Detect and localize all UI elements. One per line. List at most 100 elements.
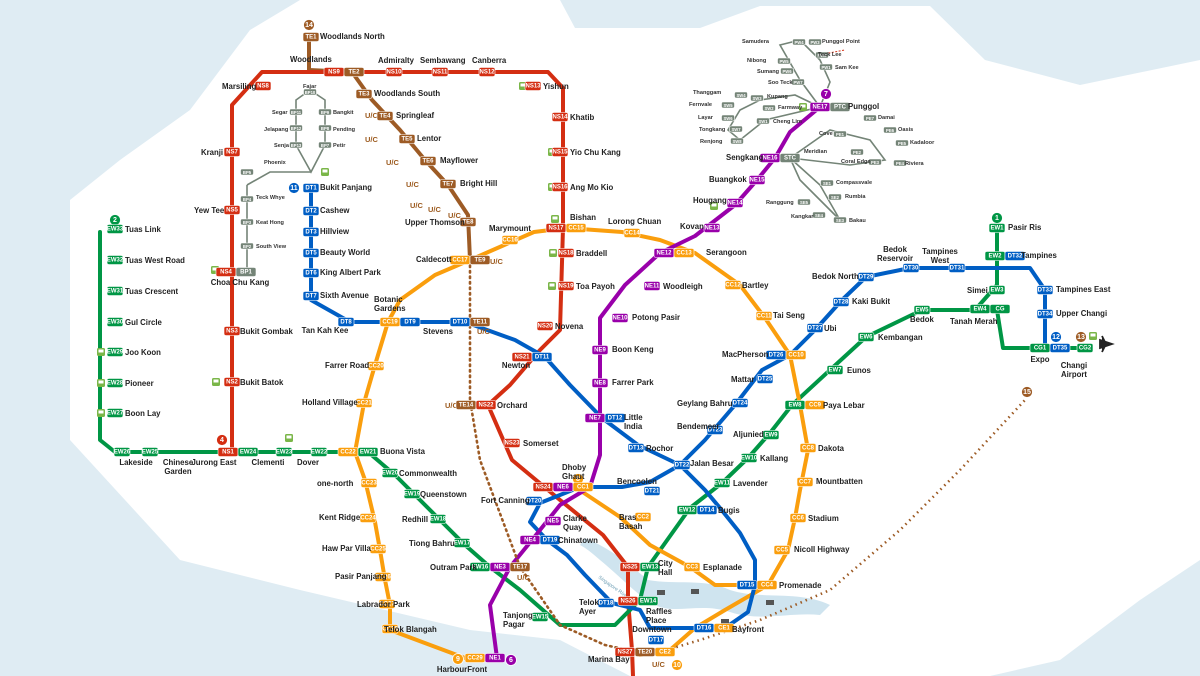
station-bakau[interactable]: SE3 Bakau bbox=[833, 216, 867, 224]
station-clementi[interactable]: EW23 Clementi bbox=[252, 447, 293, 468]
station-ranggung[interactable]: SE5 Ranggung bbox=[766, 198, 811, 206]
station-pending[interactable]: BP8 Pending bbox=[318, 124, 356, 133]
station-woodlands-north[interactable]: TE1 Woodlands North bbox=[302, 32, 385, 42]
station-layar[interactable]: SW6 Layar bbox=[698, 114, 735, 122]
station-orchard[interactable]: TE14 NS22 Orchard bbox=[455, 400, 528, 411]
station-kallang[interactable]: EW10 Kallang bbox=[740, 453, 789, 464]
station-toa-payoh[interactable]: NS19 Toa Payoh bbox=[557, 281, 615, 292]
station-nibong[interactable]: PW5 Nibong bbox=[747, 57, 791, 65]
station-braddell[interactable]: NS18 Braddell bbox=[557, 248, 607, 259]
station-pioneer[interactable]: EW28 Pioneer bbox=[106, 378, 154, 389]
station-dakota[interactable]: CC8 Dakota bbox=[799, 443, 845, 454]
station-oasis[interactable]: PE6 Oasis bbox=[883, 126, 914, 134]
station-rumbia[interactable]: SE2 Rumbia bbox=[828, 193, 867, 201]
station-sengkang[interactable]: NE16 STC Sengkang bbox=[726, 153, 801, 163]
station-mayflower[interactable]: TE6 Mayflower bbox=[419, 156, 478, 166]
station-stevens[interactable]: DT10 TE11 Stevens bbox=[423, 317, 491, 337]
station-south-view[interactable]: BP2 South View bbox=[240, 242, 287, 250]
station-choa-chu-kang[interactable]: NS4 BP1 Choa Chu Kang bbox=[211, 267, 270, 288]
station-dover[interactable]: EW22 Dover bbox=[297, 447, 328, 468]
station-punggol-point[interactable]: PW3 Punggol Point bbox=[808, 38, 861, 46]
station-compassvale[interactable]: SE1 Compassvale bbox=[820, 179, 873, 187]
station-bukit-batok[interactable]: NS2 Bukit Batok bbox=[223, 377, 284, 388]
station-nicoll-highway[interactable]: CC5 Nicoll Highway bbox=[773, 545, 850, 555]
station-mattar[interactable]: DT25 Mattar bbox=[731, 374, 774, 385]
station-buona-vista[interactable]: CC22 EW21 Buona Vista bbox=[337, 447, 426, 457]
station-bukit-panjang[interactable]: DT1 Bukit Panjang bbox=[302, 183, 372, 193]
station-boon-keng[interactable]: NE9 Boon Keng bbox=[591, 345, 654, 355]
station-macpherson[interactable]: DT26 CC10 MacPherson bbox=[722, 350, 807, 360]
station-tanah-merah[interactable]: EW4 CG Tanah Merah bbox=[950, 304, 1011, 327]
station-queenstown[interactable]: EW19 Queenstown bbox=[403, 489, 467, 500]
station-outram-park[interactable]: EW16 NE3 TE17 Outram Park bbox=[430, 562, 531, 573]
station-riviera[interactable]: PE4 Riviera bbox=[893, 159, 925, 167]
station-ubi[interactable]: DT27 Ubi bbox=[806, 323, 837, 334]
station-caldecott[interactable]: CC17 TE9 Caldecott bbox=[416, 255, 491, 265]
station-bukit-gombak[interactable]: NS3 Bukit Gombak bbox=[223, 326, 294, 337]
station-jalan-besar[interactable]: DT22 Jalan Besar bbox=[673, 459, 734, 470]
station-fernvale[interactable]: SW5 Fernvale bbox=[689, 101, 735, 109]
station-marymount[interactable]: CC16 Marymount bbox=[489, 224, 531, 245]
station-lorong-chuan[interactable]: CC14 Lorong Chuan bbox=[608, 217, 662, 238]
station-woodleigh[interactable]: NE11 Woodleigh bbox=[643, 281, 703, 292]
station-marina-bay[interactable]: NS27 TE20 CE2 Marina Bay bbox=[588, 647, 676, 665]
station-cheng-lim[interactable]: SW1 Cheng Lim bbox=[756, 117, 802, 125]
station-eunos[interactable]: EW7 Eunos bbox=[826, 365, 871, 376]
station-tuas-west-road[interactable]: EW32 Tuas West Road bbox=[106, 255, 185, 266]
station-bencoolen[interactable]: DT21 Bencoolen bbox=[617, 477, 661, 496]
station-woodlands-south[interactable]: TE3 Woodlands South bbox=[355, 89, 440, 99]
station-serangoon[interactable]: NE12 CC13 Serangoon bbox=[653, 248, 747, 258]
station-farmway[interactable]: SW2 Farmway bbox=[762, 104, 804, 112]
station-springleaf[interactable]: TE4 Springleaf bbox=[376, 111, 435, 121]
station-king-albert-park[interactable]: DT6 King Albert Park bbox=[302, 268, 381, 278]
station-damai[interactable]: PE7 Damai bbox=[863, 114, 896, 122]
station-bugis[interactable]: EW12 DT14 Bugis bbox=[676, 505, 740, 516]
station-bedok[interactable]: EW5 Bedok bbox=[910, 305, 934, 325]
station-samudera[interactable]: PW4 Samudera bbox=[742, 38, 806, 46]
station-tampines-east[interactable]: DT33 Tampines East bbox=[1036, 285, 1111, 295]
station-boon-lay[interactable]: EW27 Boon Lay bbox=[106, 408, 161, 419]
station-gul-circle[interactable]: EW30 Gul Circle bbox=[106, 317, 163, 328]
station-expo[interactable]: CG1 DT35 Expo bbox=[1029, 343, 1071, 365]
station-phoenix[interactable]: BP5 Phoenix bbox=[240, 160, 287, 176]
station-kadaloor[interactable]: PE5 Kadaloor bbox=[895, 139, 936, 147]
station-thanggam[interactable]: SW4 Thanggam bbox=[693, 90, 748, 99]
station-stadium[interactable]: CC6 Stadium bbox=[789, 513, 839, 524]
station-pasir-ris[interactable]: EW1 Pasir Ris bbox=[988, 223, 1042, 233]
station-downtown[interactable]: DT17 Downtown bbox=[632, 625, 672, 645]
station-newton[interactable]: NS21 DT11 Newton bbox=[502, 352, 553, 371]
station-renjong[interactable]: SW8 Renjong bbox=[700, 137, 744, 145]
station-esplanade[interactable]: CC3 Esplanade bbox=[683, 562, 743, 573]
station-commonwealth[interactable]: EW20 Commonwealth bbox=[381, 468, 457, 479]
station-tongkang[interactable]: SW7 Tongkang bbox=[699, 125, 743, 133]
station-admiralty[interactable]: NS10 Admiralty bbox=[378, 56, 415, 77]
